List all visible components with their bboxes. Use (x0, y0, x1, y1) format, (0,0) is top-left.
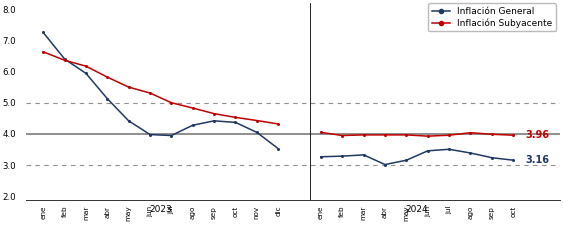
Text: 3.96: 3.96 (525, 130, 549, 140)
Text: 2024: 2024 (406, 205, 428, 214)
Text: 3.16: 3.16 (525, 155, 549, 165)
Legend: Inflación General, Inflación Subyacente: Inflación General, Inflación Subyacente (428, 3, 556, 31)
Text: 2023: 2023 (149, 205, 172, 214)
